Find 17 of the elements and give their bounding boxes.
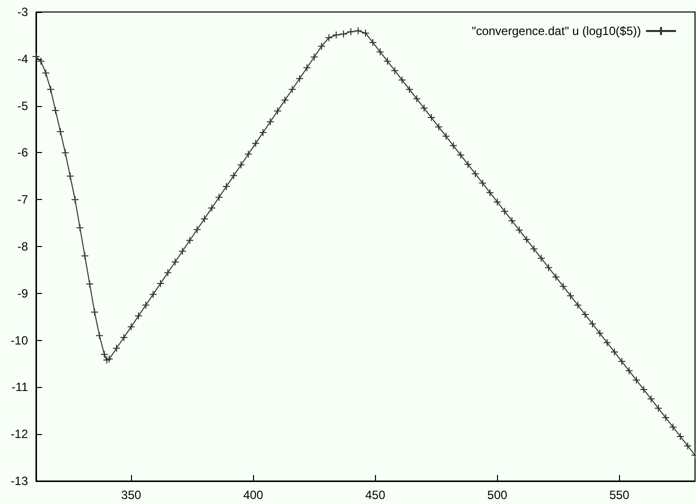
x-tick-label: 500 xyxy=(487,488,508,502)
x-tick-label: 350 xyxy=(121,488,142,502)
y-tick-label: -5 xyxy=(17,98,28,113)
y-tick-label: -7 xyxy=(17,192,28,207)
x-tick-label: 550 xyxy=(609,488,630,502)
y-tick-label: -8 xyxy=(17,240,28,254)
y-tick-label: -3 xyxy=(17,5,28,19)
y-tick-label: -9 xyxy=(17,286,28,300)
y-tick-label: -10 xyxy=(10,333,28,348)
y-tick-label: -13 xyxy=(10,474,28,488)
legend-label: "convergence.dat" u (log10($5)) xyxy=(472,24,641,38)
x-tick-label: 450 xyxy=(365,488,386,502)
y-tick-label: -6 xyxy=(17,146,28,160)
y-tick-label: -11 xyxy=(12,380,28,394)
x-tick-label: 400 xyxy=(243,488,264,502)
y-tick-label: -12 xyxy=(10,427,28,442)
y-tick-label: -4 xyxy=(17,52,28,66)
